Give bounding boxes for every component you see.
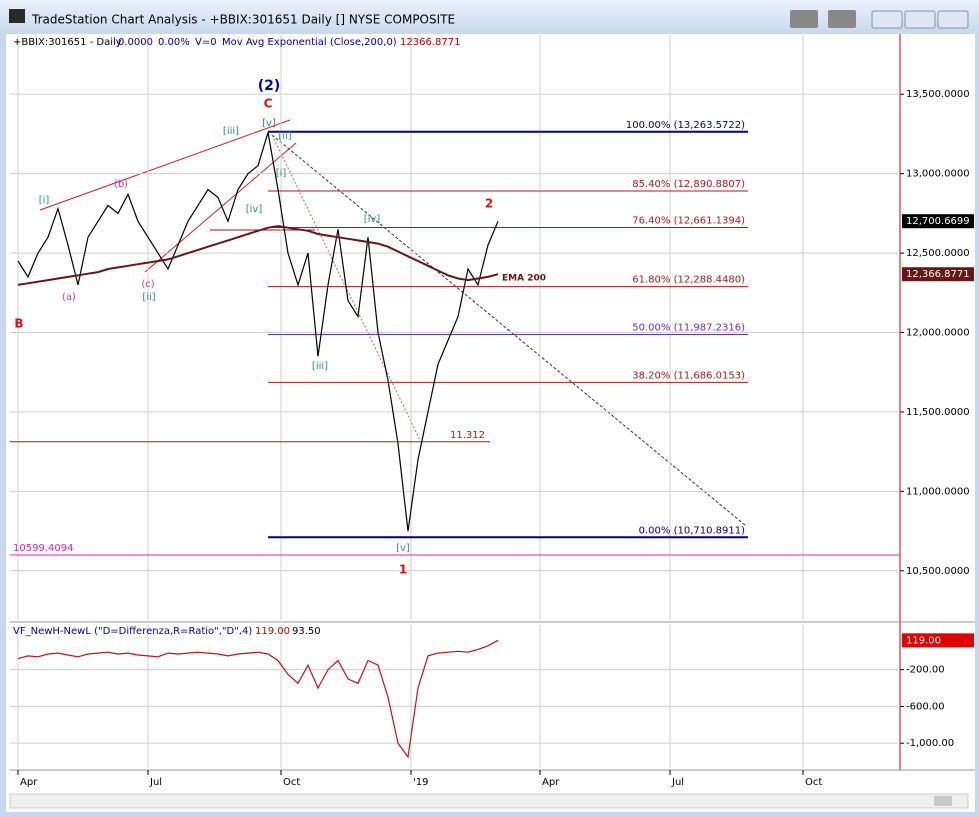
wave-label: [iii] (223, 126, 239, 137)
y-tick-label: -200.00 (906, 665, 945, 676)
level-label: 76.40% (12,661.1394) (632, 215, 745, 226)
wave-label: [iv] (364, 214, 381, 225)
y-tick-label: 12,500.0000 (906, 248, 970, 259)
last-value-label: 119.00 (906, 635, 941, 646)
last-value-label: 12,366.8771 (906, 269, 970, 280)
level-label: 11.312 (450, 430, 485, 441)
series-legend: VF_NewH-NewL ("D=Differenza,R=Ratio","D"… (13, 626, 252, 637)
wave-label: [iv] (246, 204, 263, 215)
wave-label: (c) (141, 279, 154, 290)
wave-label: (b) (114, 179, 128, 190)
series-line (17, 132, 499, 532)
wave-label: [iii] (312, 361, 328, 372)
level-label: 0.00% (10,710.8911) (639, 525, 745, 536)
series-line (17, 225, 499, 286)
scrollbar-thumb[interactable] (934, 796, 952, 806)
wave-label: (a) (62, 292, 76, 303)
maximize-button[interactable] (904, 10, 936, 29)
style-button[interactable] (790, 10, 818, 28)
wave-label: C (264, 97, 273, 111)
series-label: EMA 200 (502, 274, 546, 284)
level-label: 10599.4094 (13, 543, 73, 554)
level-label: 61.80% (12,288.4480) (632, 275, 745, 286)
trend-line (144, 142, 297, 273)
y-tick-label: 12,000.0000 (906, 328, 970, 339)
y-tick-label: -600.00 (906, 701, 945, 712)
x-tick-label: Jul (149, 777, 162, 788)
series-legend: +BBIX:301651 - Daily (13, 37, 122, 48)
header-text: 93.50 (292, 626, 321, 637)
x-tick-label: Jul (671, 777, 684, 788)
x-tick-label: Oct (283, 777, 300, 788)
header-text: V=0 (195, 37, 217, 48)
x-tick-label: Apr (542, 777, 560, 788)
last-value-box (902, 267, 974, 282)
wave-label: (2) (258, 78, 281, 94)
wave-label: [i] (276, 168, 287, 179)
header-text: 0.00% (158, 37, 190, 48)
last-value-box (902, 214, 974, 229)
level-label: 85.40% (12,890.8807) (632, 179, 745, 190)
level-label: 100.00% (13,263.5722) (626, 120, 745, 131)
level-label: 50.00% (11,987.2316) (632, 323, 745, 334)
wave-label: [v] (262, 118, 276, 129)
trend-line (39, 119, 291, 211)
last-value-box (902, 633, 974, 648)
y-tick-label: 11,500.0000 (906, 407, 970, 418)
header-text: Mov Avg Exponential (Close,200,0) (222, 37, 397, 48)
app-icon (9, 9, 25, 23)
format-button[interactable] (828, 10, 856, 28)
last-value-label: 12,700.6699 (906, 216, 970, 227)
y-tick-label: -1,000.00 (906, 738, 954, 749)
y-tick-label: 13,500.0000 (906, 89, 970, 100)
header-text: 119.00 (255, 626, 290, 637)
x-tick-label: Oct (805, 777, 822, 788)
y-tick-label: 11,000.0000 (906, 486, 970, 497)
x-tick-label: Apr (20, 777, 38, 788)
wave-label: [ii] (142, 292, 155, 303)
level-label: 38.20% (11,686.0153) (632, 370, 745, 381)
trend-line (271, 134, 746, 526)
wave-label: [i] (39, 195, 50, 206)
minimize-button[interactable] (871, 10, 903, 29)
chart-area (6, 34, 975, 812)
scrollbar[interactable] (9, 793, 969, 809)
wave-label: [v] (396, 543, 410, 554)
wave-label: 1 (399, 563, 407, 577)
wave-label: 2 (485, 197, 493, 211)
header-text: 0.0000 (118, 37, 153, 48)
y-tick-label: 10,500.0000 (906, 566, 970, 577)
wave-label: [ii] (278, 131, 291, 142)
wave-label: B (14, 317, 23, 331)
x-tick-label: '19 (413, 777, 428, 788)
header-text: 12366.8771 (400, 37, 460, 48)
y-tick-label: 13,000.0000 (906, 169, 970, 180)
close-button[interactable] (937, 10, 969, 29)
series-line (17, 639, 499, 759)
window-title: TradeStation Chart Analysis - +BBIX:3016… (31, 13, 455, 27)
